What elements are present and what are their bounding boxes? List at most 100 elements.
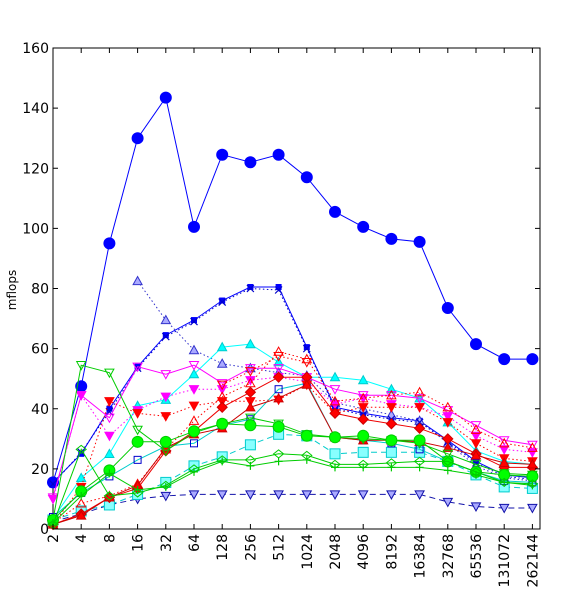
series-marker xyxy=(386,490,397,500)
y-tick-label: 140 xyxy=(22,101,49,117)
series-marker xyxy=(300,429,313,442)
series-marker xyxy=(527,440,538,451)
series-marker xyxy=(219,297,226,304)
series-marker xyxy=(498,436,510,446)
series-marker xyxy=(526,353,539,366)
x-tick-label: 262144 xyxy=(525,534,541,588)
series-marker xyxy=(188,361,200,371)
x-tick-label: 256 xyxy=(243,534,259,561)
series-marker xyxy=(272,148,285,161)
series-marker xyxy=(527,442,538,452)
series-marker xyxy=(442,497,454,508)
series-marker xyxy=(273,364,284,374)
series-marker xyxy=(216,417,229,430)
series-2 xyxy=(50,283,536,486)
series-marker xyxy=(188,415,200,425)
series-marker xyxy=(103,237,116,250)
series-marker xyxy=(104,413,115,424)
y-tick-label: 40 xyxy=(31,402,49,418)
series-marker xyxy=(329,205,341,218)
series-marker xyxy=(272,420,285,433)
series-marker xyxy=(441,302,454,315)
series-marker xyxy=(303,344,310,351)
series-marker xyxy=(414,386,425,397)
series-marker xyxy=(470,449,482,460)
series-marker xyxy=(216,148,229,161)
series-marker xyxy=(357,490,369,500)
series-marker xyxy=(191,317,197,324)
series-19 xyxy=(49,455,537,527)
x-tick-label: 64 xyxy=(187,534,203,552)
series-marker xyxy=(413,434,426,447)
series-marker xyxy=(498,437,510,448)
series-marker xyxy=(47,494,59,505)
series-marker xyxy=(218,298,227,306)
series-marker xyxy=(498,445,510,455)
series-marker xyxy=(413,235,426,248)
x-tick-label: 1024 xyxy=(300,534,316,570)
series-marker xyxy=(301,358,313,368)
series-marker xyxy=(274,286,283,294)
series-marker xyxy=(216,379,228,389)
series-marker xyxy=(161,332,170,341)
series-marker xyxy=(159,91,172,104)
series-marker xyxy=(357,403,369,413)
series-12 xyxy=(47,346,538,528)
series-marker xyxy=(329,371,341,382)
series-marker xyxy=(273,356,284,367)
series-marker xyxy=(245,338,256,349)
series-marker xyxy=(244,386,257,398)
series-marker xyxy=(498,457,510,467)
x-tick-label: 131072 xyxy=(497,534,513,587)
series-marker xyxy=(104,368,115,379)
series-marker xyxy=(188,220,200,233)
series-marker xyxy=(245,364,256,374)
series-marker xyxy=(106,405,113,412)
series-marker xyxy=(75,361,87,371)
series-marker xyxy=(442,442,454,452)
series-marker xyxy=(301,379,313,389)
series-marker xyxy=(527,448,538,458)
series-8 xyxy=(49,379,537,521)
series-marker xyxy=(441,456,454,466)
series-marker xyxy=(133,455,142,464)
series-marker xyxy=(386,389,397,400)
series-marker xyxy=(132,425,143,436)
series-marker xyxy=(188,344,200,355)
series-marker xyxy=(131,132,144,145)
y-tick-label: 80 xyxy=(31,282,49,298)
series-marker xyxy=(50,479,56,486)
series-marker xyxy=(245,490,256,500)
series-marker xyxy=(216,358,228,368)
series-marker xyxy=(442,449,454,460)
series-marker xyxy=(104,397,115,407)
x-tick-label: 2048 xyxy=(328,534,344,570)
series-marker xyxy=(273,392,284,403)
series-line xyxy=(52,459,533,524)
series-marker xyxy=(357,413,369,425)
series-marker xyxy=(75,509,87,520)
series-marker xyxy=(162,332,169,339)
series-marker xyxy=(385,232,398,245)
series-marker xyxy=(470,502,482,512)
series-marker xyxy=(273,352,284,362)
series-marker xyxy=(131,435,144,448)
series-marker xyxy=(357,392,369,403)
y-axis-label: mflops xyxy=(5,270,19,310)
series-marker xyxy=(131,488,144,498)
series-marker xyxy=(160,370,172,380)
series-marker xyxy=(160,392,172,403)
series-marker xyxy=(275,283,282,290)
series-marker xyxy=(244,419,257,432)
series-line xyxy=(52,433,533,521)
series-marker xyxy=(132,362,143,373)
series-marker xyxy=(75,391,87,401)
series-marker xyxy=(329,448,341,460)
series-marker xyxy=(386,383,397,394)
series-marker xyxy=(104,491,115,502)
series-13 xyxy=(216,352,313,391)
series-5 xyxy=(47,490,538,528)
series-marker xyxy=(188,490,200,500)
series-marker xyxy=(329,395,341,406)
x-tick-label: 4 xyxy=(74,534,90,543)
